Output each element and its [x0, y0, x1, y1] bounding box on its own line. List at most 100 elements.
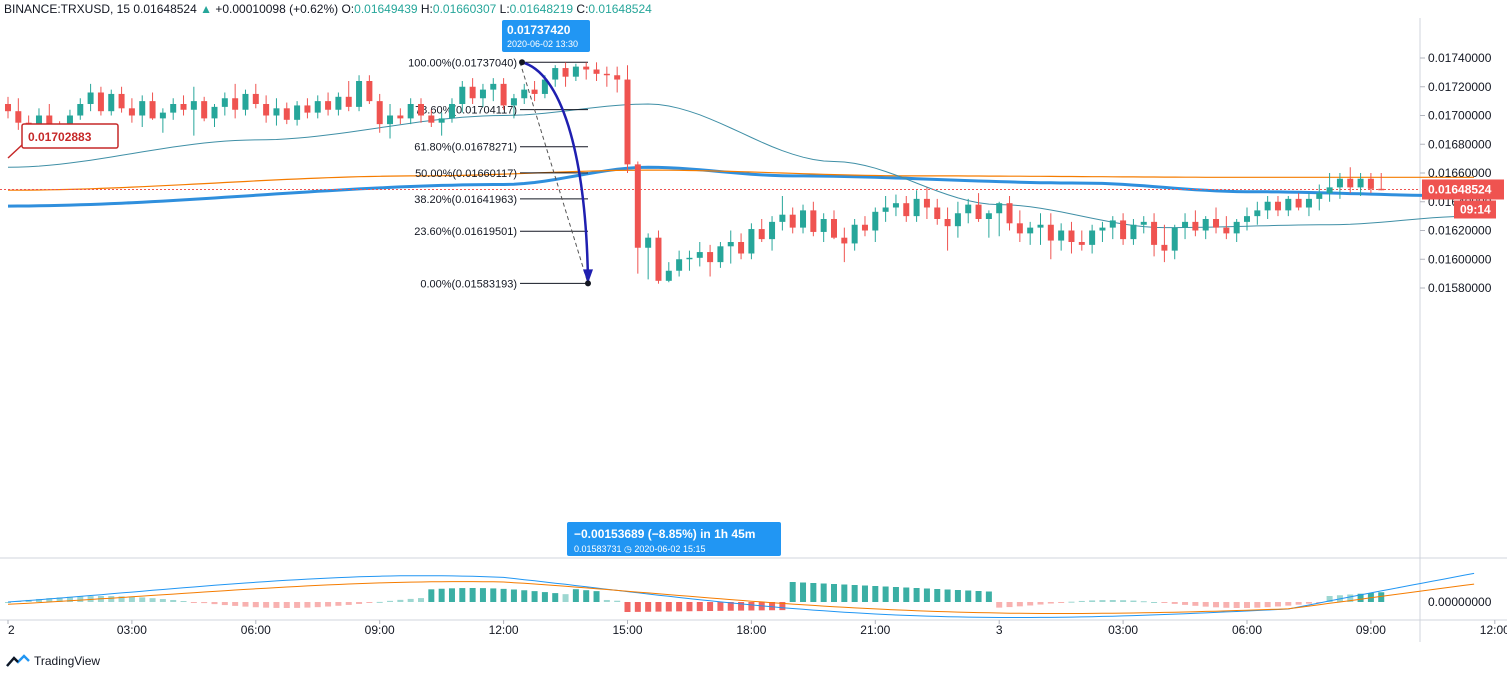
- candle-body: [851, 224, 858, 244]
- candle-body: [1151, 221, 1158, 245]
- candle-body: [831, 219, 837, 238]
- macd-bar: [1264, 602, 1271, 608]
- fibonacci-retracement[interactable]: 100.00%(0.01737040) 78.60%(0.01704117) 61.…: [408, 57, 589, 290]
- macd-bar: [304, 602, 311, 608]
- macd-bar: [985, 591, 992, 602]
- macd-bar: [201, 602, 208, 604]
- candle-body: [676, 259, 683, 271]
- macd-bar: [965, 590, 972, 602]
- candle-body: [387, 115, 394, 125]
- candle-body: [1068, 230, 1075, 242]
- current-price-label: 0.01648524: [1428, 182, 1492, 196]
- fib-level-label: 23.60%(0.01619501): [414, 226, 517, 238]
- candle-body: [180, 104, 187, 110]
- macd-bar: [128, 596, 135, 602]
- macd-bar: [1347, 594, 1354, 602]
- macd-bar: [541, 592, 548, 602]
- candle-body: [170, 104, 177, 113]
- candle-body: [1295, 198, 1302, 208]
- candle-body: [418, 104, 424, 116]
- high-value: 0.01660307: [432, 2, 497, 16]
- candle-body: [861, 224, 868, 231]
- macd-bar: [531, 591, 538, 602]
- brand-footer[interactable]: TradingView: [6, 651, 100, 671]
- close-value: 0.01648524: [588, 2, 652, 16]
- candle-body: [1254, 210, 1261, 217]
- macd-bar: [66, 596, 73, 602]
- macd-bar: [655, 602, 662, 612]
- symbol-name[interactable]: BINANCE:TRXUSD, 15: [4, 2, 131, 16]
- candle-body: [882, 207, 889, 212]
- macd-bar: [521, 590, 528, 602]
- macd-bar: [872, 586, 879, 602]
- candle-body: [903, 203, 910, 217]
- macd-bar: [149, 598, 156, 602]
- macd-bar: [1171, 602, 1178, 604]
- macd-bar: [1099, 600, 1106, 602]
- current-price-box: [1422, 179, 1504, 200]
- candle-body: [46, 115, 53, 127]
- candle-body: [1223, 227, 1230, 234]
- macd-bar: [665, 602, 672, 612]
- countdown-label: 09:14: [1460, 202, 1491, 216]
- candle-body: [934, 207, 941, 219]
- macd-bar: [1305, 602, 1312, 604]
- candle-body: [1182, 221, 1189, 228]
- candle-body: [345, 96, 352, 107]
- candle-body: [1347, 178, 1354, 188]
- candle-body: [325, 101, 332, 110]
- high-label: H:: [420, 2, 433, 16]
- candle-body: [87, 92, 94, 104]
- macd-bar: [428, 589, 435, 602]
- candle-body: [1244, 216, 1250, 222]
- macd-bar: [624, 602, 631, 612]
- drop-arrowhead-icon: [583, 269, 593, 284]
- candle-body: [779, 214, 786, 222]
- candle-body: [201, 101, 208, 119]
- candle-body: [490, 83, 497, 90]
- fib-level-label: 0.00%(0.01583193): [420, 278, 517, 290]
- candle-body: [562, 68, 569, 77]
- macd-bar: [118, 596, 125, 602]
- time-tick-label: 21:00: [860, 623, 890, 637]
- fib-level-label: 38.20%(0.01641963): [414, 194, 517, 206]
- candle-body: [954, 213, 961, 227]
- candle-body: [1336, 178, 1343, 188]
- drop-label-sub: 0.01583731 ◷ 2020-06-02 15:15: [574, 544, 705, 554]
- fib-level-label: 50.00%(0.01660117): [415, 168, 517, 180]
- macd-bar: [314, 602, 321, 608]
- candle-body: [717, 246, 724, 263]
- candle-body: [448, 104, 455, 119]
- candle-body: [1089, 230, 1096, 245]
- macd-bar: [1223, 602, 1230, 608]
- peak-time-label: 2020-06-02 13:30: [507, 39, 578, 49]
- low-value: 0.01648219: [509, 2, 574, 16]
- candle-body: [294, 105, 301, 120]
- candle-body: [738, 242, 745, 254]
- macd-bar: [170, 599, 177, 602]
- peak-price-label: 0.01737420: [507, 23, 571, 37]
- macd-bar: [1151, 601, 1158, 603]
- macd-bar: [242, 602, 249, 607]
- countdown-box: [1454, 200, 1496, 219]
- macd-bar: [1357, 593, 1364, 602]
- macd-bar: [944, 589, 951, 602]
- macd-bar: [1037, 602, 1044, 605]
- time-tick-label: 03:00: [117, 623, 147, 637]
- candle-body: [769, 221, 776, 240]
- macd-bar: [345, 602, 352, 605]
- symbol-header: BINANCE:TRXUSD, 15 0.01648524 ▲ +0.00010…: [4, 0, 652, 18]
- candle-body: [552, 68, 559, 80]
- macd-bar: [1058, 602, 1065, 603]
- candle-body: [810, 210, 817, 232]
- macd-signal-line: [7, 581, 1475, 614]
- candle-body: [1140, 221, 1147, 225]
- macd-bar: [831, 584, 837, 602]
- macd-bar: [448, 588, 455, 602]
- candle-body: [428, 115, 435, 123]
- drop-arrow: [519, 59, 593, 287]
- macd-bar: [634, 602, 641, 612]
- candle-body: [1326, 187, 1333, 194]
- candle-body: [1316, 193, 1323, 199]
